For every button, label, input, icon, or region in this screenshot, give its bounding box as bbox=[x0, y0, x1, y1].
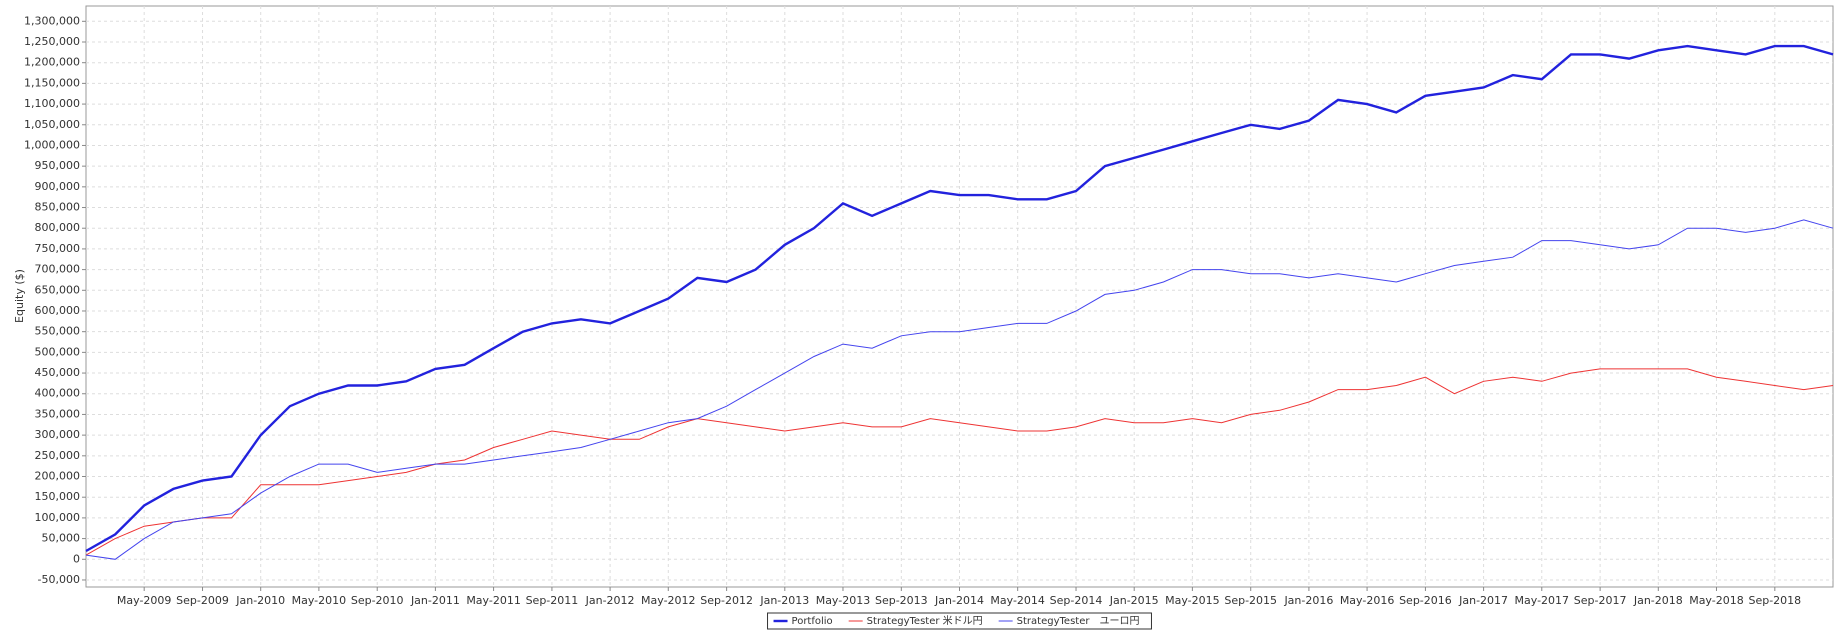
x-tick-label: May-2010 bbox=[292, 594, 347, 607]
x-tick-label: May-2016 bbox=[1340, 594, 1395, 607]
y-tick-label: 500,000 bbox=[35, 345, 81, 358]
x-tick-label: May-2013 bbox=[816, 594, 871, 607]
y-tick-label: 250,000 bbox=[35, 449, 81, 462]
x-tick-label: Jan-2017 bbox=[1458, 594, 1508, 607]
x-tick-label: Sep-2010 bbox=[351, 594, 404, 607]
x-tick-label: May-2018 bbox=[1689, 594, 1744, 607]
y-tick-label: 150,000 bbox=[35, 490, 81, 503]
y-tick-label: 800,000 bbox=[35, 221, 81, 234]
x-tick-label: Jan-2015 bbox=[1109, 594, 1159, 607]
y-tick-label: 100,000 bbox=[35, 511, 81, 524]
legend-label: StrategyTester ユーロ円 bbox=[1017, 616, 1140, 627]
y-tick-label: 50,000 bbox=[42, 532, 81, 545]
legend-label: StrategyTester 米ドル円 bbox=[867, 614, 983, 627]
series-line bbox=[85, 368, 1834, 556]
x-tick-label: Sep-2012 bbox=[700, 594, 753, 607]
y-tick-label: 450,000 bbox=[35, 366, 81, 379]
y-tick-label: 700,000 bbox=[35, 263, 81, 276]
y-axis-label: Equity ($) bbox=[13, 269, 26, 323]
x-tick-label: Jan-2012 bbox=[585, 594, 635, 607]
x-tick-label: May-2011 bbox=[466, 594, 521, 607]
x-tick-label: Sep-2014 bbox=[1050, 594, 1103, 607]
legend-label: Portfolio bbox=[792, 616, 833, 627]
x-tick-label: Jan-2011 bbox=[410, 594, 460, 607]
x-tick-label: Jan-2014 bbox=[934, 594, 984, 607]
x-tick-label: May-2009 bbox=[117, 594, 172, 607]
x-tick-label: Sep-2018 bbox=[1748, 594, 1801, 607]
y-tick-label: 400,000 bbox=[35, 387, 81, 400]
y-tick-label: 550,000 bbox=[35, 325, 81, 338]
y-tick-label: 900,000 bbox=[35, 180, 81, 193]
y-tick-label: 950,000 bbox=[35, 159, 81, 172]
y-tick-label: 350,000 bbox=[35, 407, 81, 420]
y-tick-label: 750,000 bbox=[35, 242, 81, 255]
y-tick-label: 1,250,000 bbox=[24, 35, 80, 48]
legend: Portfolio StrategyTester 米ドル円 StrategyTest… bbox=[773, 614, 1140, 627]
y-tick-label: 600,000 bbox=[35, 304, 81, 317]
x-tick-label: Sep-2011 bbox=[526, 594, 579, 607]
x-tick-label: May-2017 bbox=[1515, 594, 1570, 607]
series-line bbox=[85, 219, 1834, 560]
series-line bbox=[85, 44, 1834, 553]
y-tick-label: 1,050,000 bbox=[24, 118, 80, 131]
x-tick-label: Sep-2015 bbox=[1224, 594, 1277, 607]
y-tick-label: 0 bbox=[73, 552, 80, 565]
y-tick-label: 1,150,000 bbox=[24, 76, 80, 89]
x-tick-label: Jan-2010 bbox=[235, 594, 285, 607]
x-tick-label: Jan-2013 bbox=[759, 594, 809, 607]
x-tick-label: Sep-2013 bbox=[875, 594, 928, 607]
y-tick-label: 1,000,000 bbox=[24, 138, 80, 151]
y-tick-label: 300,000 bbox=[35, 428, 81, 441]
y-tick-label: 650,000 bbox=[35, 283, 81, 296]
x-tick-label: Sep-2016 bbox=[1399, 594, 1452, 607]
y-tick-label: -50,000 bbox=[38, 573, 80, 586]
x-tick-label: Jan-2018 bbox=[1633, 594, 1683, 607]
x-tick-label: Jan-2016 bbox=[1283, 594, 1333, 607]
x-tick-label: May-2012 bbox=[641, 594, 696, 607]
x-tick-label: Sep-2017 bbox=[1574, 594, 1627, 607]
x-tick-label: May-2015 bbox=[1165, 594, 1220, 607]
y-tick-label: 200,000 bbox=[35, 470, 81, 483]
legend-box bbox=[767, 612, 1152, 630]
x-tick-label: Sep-2009 bbox=[176, 594, 229, 607]
y-tick-label: 1,200,000 bbox=[24, 56, 80, 69]
y-tick-label: 1,100,000 bbox=[24, 97, 80, 110]
y-tick-label: 850,000 bbox=[35, 201, 81, 214]
x-tick-label: May-2014 bbox=[990, 594, 1045, 607]
y-tick-label: 1,300,000 bbox=[24, 14, 80, 27]
